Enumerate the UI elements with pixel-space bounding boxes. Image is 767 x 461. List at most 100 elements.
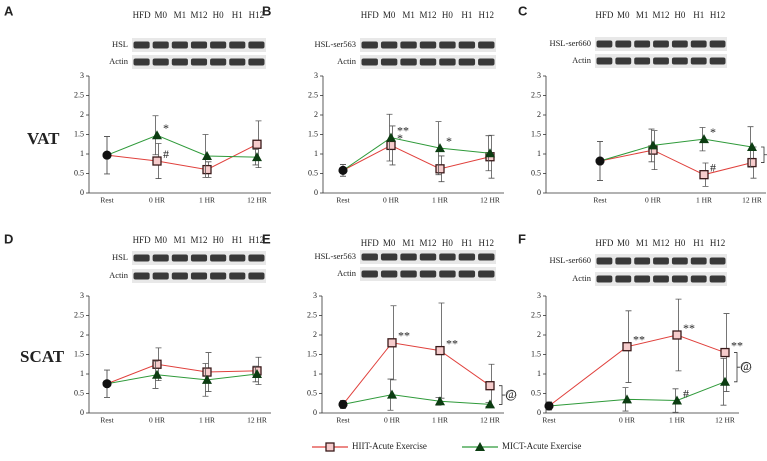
lane-label: H1 bbox=[232, 235, 243, 245]
protein-label: HSL-ser660 bbox=[549, 38, 591, 48]
series-line bbox=[106, 363, 258, 385]
blot-band bbox=[671, 257, 688, 265]
rest-marker bbox=[102, 150, 112, 160]
blot-band bbox=[478, 41, 495, 49]
lane-label: HFD bbox=[361, 10, 380, 20]
x-tick-label: Rest bbox=[593, 196, 607, 205]
lane-label: H1 bbox=[461, 10, 472, 20]
panel-letter: D bbox=[4, 231, 13, 246]
blot-band bbox=[615, 275, 632, 283]
lane-label: M1 bbox=[636, 238, 649, 248]
blot-band bbox=[400, 270, 417, 278]
protein-label: Actin bbox=[337, 268, 357, 278]
blot-band bbox=[478, 253, 495, 261]
blot-band bbox=[596, 275, 613, 283]
mict-marker bbox=[485, 148, 495, 158]
lane-label: M1 bbox=[636, 10, 649, 20]
x-tick-label: Rest bbox=[542, 416, 556, 425]
series-line bbox=[548, 334, 726, 407]
rest-marker bbox=[595, 156, 605, 166]
mict-marker bbox=[485, 399, 495, 409]
hiit-marker bbox=[699, 170, 709, 180]
y-tick-label: 3 bbox=[537, 291, 541, 300]
mict-marker bbox=[202, 374, 212, 384]
lane-label: HFD bbox=[595, 238, 614, 248]
blot-band bbox=[615, 40, 632, 48]
blot-band bbox=[361, 253, 378, 261]
blot-band bbox=[190, 41, 208, 49]
blot-band bbox=[133, 254, 150, 262]
legend-marker bbox=[325, 442, 335, 452]
blot-band bbox=[690, 40, 707, 48]
lane-label: H12 bbox=[710, 238, 726, 248]
blot-band bbox=[380, 253, 398, 261]
significance-mark: * bbox=[446, 134, 452, 148]
x-tick-label: 0 HR bbox=[149, 196, 165, 205]
mict-marker bbox=[387, 389, 397, 399]
y-tick-label: 0.5 bbox=[74, 388, 84, 397]
blot-band bbox=[171, 272, 188, 280]
y-tick-label: 1.5 bbox=[74, 129, 84, 138]
blot-band bbox=[671, 40, 688, 48]
x-tick-label: 12 HR bbox=[715, 416, 735, 425]
panel-letter: E bbox=[262, 231, 271, 246]
significance-mark: ** bbox=[398, 329, 410, 343]
protein-label: Actin bbox=[109, 56, 129, 66]
blot-band bbox=[709, 257, 726, 265]
lane-label: H0 bbox=[674, 10, 685, 20]
series-line bbox=[342, 137, 491, 171]
lane-label: M1 bbox=[402, 10, 415, 20]
y-tick-label: 2.5 bbox=[531, 90, 541, 99]
lane-label: H0 bbox=[674, 238, 685, 248]
mict-marker bbox=[648, 140, 658, 150]
blot-band bbox=[671, 275, 688, 283]
lane-label: M1 bbox=[174, 235, 187, 245]
y-tick-label: 0.5 bbox=[74, 168, 84, 177]
bracket-label: @ bbox=[505, 387, 516, 401]
blot-band bbox=[210, 254, 227, 262]
significance-mark: * bbox=[397, 131, 403, 145]
hiit-marker bbox=[435, 345, 445, 356]
series-line bbox=[342, 144, 491, 171]
lane-label: M0 bbox=[154, 10, 167, 20]
lane-label: M1 bbox=[174, 10, 187, 20]
hiit-marker bbox=[485, 381, 495, 391]
y-tick-label: 2 bbox=[314, 110, 318, 119]
y-tick-label: 3 bbox=[314, 71, 318, 80]
y-tick-label: 1 bbox=[80, 149, 84, 158]
series-line bbox=[548, 381, 726, 407]
lane-label: H12 bbox=[710, 10, 726, 20]
blot-band bbox=[361, 58, 378, 66]
y-tick-label: 1 bbox=[537, 149, 541, 158]
significance-mark: ** bbox=[446, 336, 458, 350]
blot-band bbox=[248, 58, 265, 66]
blot-band bbox=[229, 58, 246, 66]
blot-band bbox=[458, 41, 476, 49]
blot-band bbox=[190, 58, 208, 66]
lane-label: H1 bbox=[232, 10, 243, 20]
y-tick-label: 1 bbox=[80, 369, 84, 378]
significance-mark: # bbox=[710, 160, 716, 174]
y-tick-label: 0 bbox=[314, 188, 318, 197]
hiit-marker bbox=[202, 367, 212, 377]
x-tick-label: 12 HR bbox=[247, 416, 267, 425]
hiit-marker bbox=[202, 164, 212, 175]
y-tick-label: 1 bbox=[537, 369, 541, 378]
blot-band bbox=[671, 57, 688, 65]
x-tick-label: 12 HR bbox=[247, 196, 267, 205]
blot-band bbox=[190, 254, 208, 262]
bracket-label: @ bbox=[740, 359, 751, 373]
x-tick-label: Rest bbox=[100, 196, 114, 205]
protein-label: HSL-ser563 bbox=[314, 39, 356, 49]
blot-band bbox=[171, 41, 188, 49]
blot-band bbox=[400, 41, 417, 49]
blot-band bbox=[709, 275, 726, 283]
mict-marker bbox=[252, 152, 262, 162]
blot-band bbox=[458, 253, 476, 261]
lane-label: M0 bbox=[383, 238, 396, 248]
blot-band bbox=[210, 58, 227, 66]
blot-band bbox=[458, 270, 476, 278]
bracket bbox=[499, 385, 505, 405]
row-label: VAT bbox=[27, 129, 60, 148]
